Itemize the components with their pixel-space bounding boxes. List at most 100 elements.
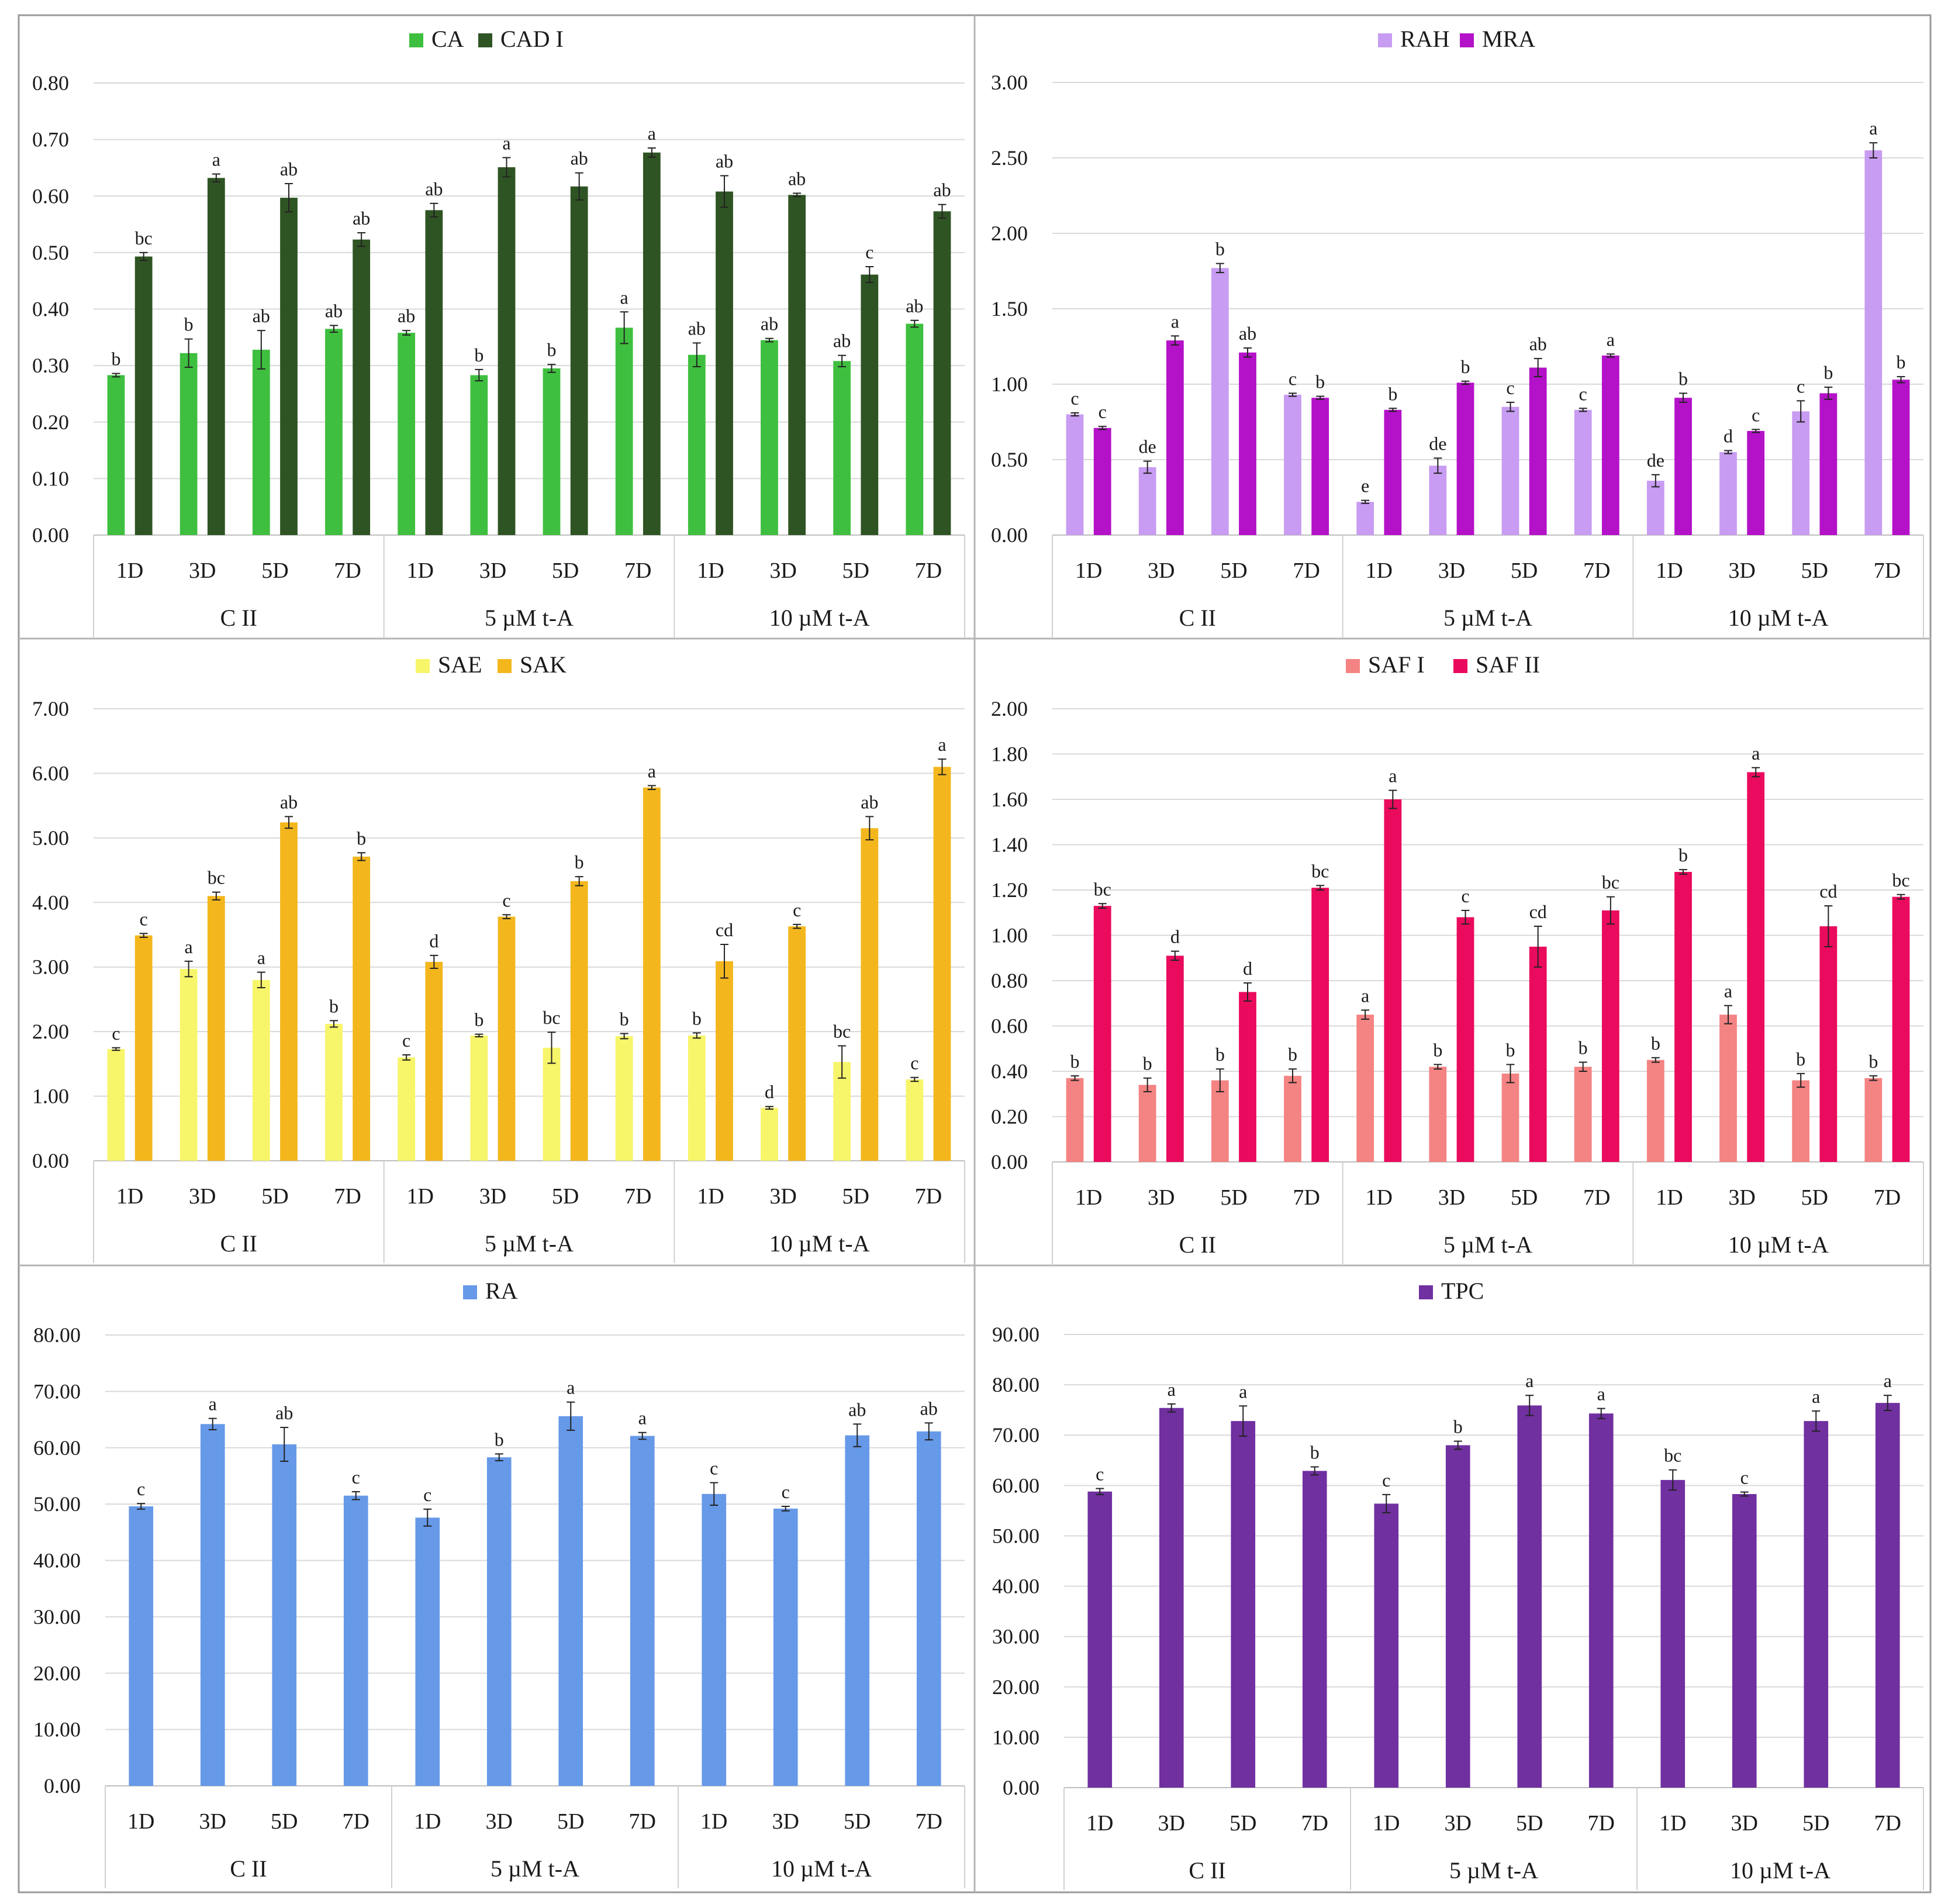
- bar: [1660, 1479, 1686, 1788]
- x-tick-label: 3D: [1731, 1811, 1758, 1836]
- x-group-label: 5 µM t-A: [491, 1855, 579, 1882]
- bar: [1588, 1413, 1614, 1788]
- legend: SAE SAK: [416, 651, 567, 678]
- significance-label: b: [1869, 1051, 1878, 1072]
- significance-label: ab: [1239, 323, 1256, 344]
- bar: [1211, 268, 1229, 535]
- bar: [1517, 1405, 1542, 1788]
- x-tick-label: 3D: [189, 558, 216, 583]
- x-tick-label: 1D: [1086, 1811, 1113, 1836]
- x-tick-label: 5D: [557, 1809, 584, 1834]
- y-tick-label: 0.00: [32, 1149, 69, 1172]
- bar: [1646, 481, 1664, 535]
- x-tick-label: 1D: [1366, 1185, 1393, 1210]
- bar: [425, 210, 443, 535]
- significance-label: bc: [543, 1007, 560, 1028]
- legend: TPC: [1419, 1278, 1484, 1304]
- x-tick-label: 5D: [552, 558, 579, 583]
- bar: [933, 211, 951, 535]
- x-tick-label: 1D: [1075, 1185, 1102, 1210]
- bar: [1066, 414, 1084, 535]
- significance-label: ab: [920, 1398, 938, 1419]
- x-tick-label: 5D: [552, 1184, 579, 1209]
- x-tick-label: 5D: [842, 1184, 869, 1209]
- significance-label: c: [1099, 401, 1107, 422]
- significance-label: ab: [398, 305, 415, 326]
- significance-label: ab: [353, 208, 370, 229]
- x-tick-label: 5D: [1802, 1811, 1829, 1836]
- bar: [1239, 352, 1256, 535]
- x-tick-label: 3D: [1438, 1185, 1465, 1210]
- y-tick-label: 3.00: [991, 71, 1028, 94]
- significance-label: b: [1070, 1051, 1079, 1072]
- significance-label: b: [357, 827, 366, 848]
- bar: [906, 1079, 924, 1161]
- x-group-label: C II: [220, 1230, 257, 1257]
- y-tick-label: 60.00: [33, 1436, 81, 1460]
- legend-swatch: [1453, 659, 1467, 673]
- bar: [861, 828, 879, 1161]
- x-tick-label: 7D: [1583, 558, 1610, 583]
- legend-label: SAK: [520, 651, 567, 678]
- bar: [272, 1444, 297, 1786]
- x-tick-label: 5D: [271, 1809, 298, 1834]
- x-tick-label: 3D: [1438, 558, 1465, 583]
- x-tick-label: 1D: [407, 558, 434, 583]
- significance-label: ab: [906, 295, 923, 316]
- y-tick-label: 5.00: [32, 826, 69, 850]
- bar: [1445, 1445, 1470, 1788]
- significance-label: b: [474, 344, 483, 365]
- significance-label: a: [567, 1377, 575, 1398]
- y-tick-label: 30.00: [992, 1625, 1039, 1648]
- bar: [1875, 1403, 1900, 1788]
- bar: [1529, 367, 1547, 535]
- legend: RA: [463, 1278, 518, 1304]
- significance-label: c: [1382, 1470, 1390, 1491]
- significance-label: c: [865, 242, 873, 263]
- significance-label: a: [1168, 1379, 1176, 1400]
- significance-label: b: [1678, 844, 1688, 865]
- significance-label: de: [1429, 433, 1446, 454]
- significance-label: b: [1823, 362, 1833, 383]
- significance-label: ab: [280, 158, 298, 180]
- x-tick-label: 1D: [697, 558, 724, 583]
- significance-label: c: [1070, 388, 1079, 409]
- bar: [325, 1023, 343, 1161]
- y-tick-label: 0.80: [32, 71, 69, 95]
- bar: [1093, 427, 1111, 535]
- x-tick-label: 3D: [772, 1809, 799, 1834]
- x-tick-label: 1D: [407, 1184, 434, 1209]
- y-tick-label: 0.00: [44, 1774, 81, 1798]
- significance-label: c: [1289, 368, 1297, 389]
- significance-label: ab: [933, 180, 951, 201]
- significance-label: c: [1579, 383, 1587, 404]
- significance-label: c: [782, 1481, 790, 1502]
- legend-label: RAH: [1400, 26, 1449, 52]
- bar: [1231, 1421, 1256, 1788]
- bar: [1138, 467, 1156, 535]
- significance-label: d: [429, 930, 438, 951]
- significance-label: b: [1388, 383, 1397, 404]
- x-tick-label: 3D: [199, 1809, 226, 1834]
- significance-label: b: [184, 314, 194, 335]
- significance-label: cd: [716, 919, 733, 940]
- significance-label: c: [112, 1023, 120, 1044]
- bar: [1384, 409, 1402, 535]
- bar: [1211, 1080, 1229, 1162]
- x-tick-label: 1D: [1656, 1185, 1683, 1210]
- y-tick-label: 1.20: [991, 878, 1028, 902]
- significance-label: b: [1215, 1044, 1225, 1065]
- x-tick-label: 7D: [915, 558, 942, 583]
- legend-label: TPC: [1441, 1278, 1484, 1304]
- bar: [1093, 906, 1111, 1162]
- significance-label: ab: [761, 313, 778, 334]
- significance-label: b: [1897, 351, 1906, 372]
- bar: [688, 1035, 706, 1161]
- y-tick-label: 0.50: [991, 448, 1028, 471]
- bar: [615, 1036, 633, 1161]
- significance-label: a: [1752, 743, 1760, 764]
- significance-label: a: [502, 133, 510, 154]
- significance-label: a: [648, 760, 656, 781]
- x-tick-label: 7D: [1301, 1811, 1328, 1836]
- y-tick-label: 2.00: [991, 697, 1028, 720]
